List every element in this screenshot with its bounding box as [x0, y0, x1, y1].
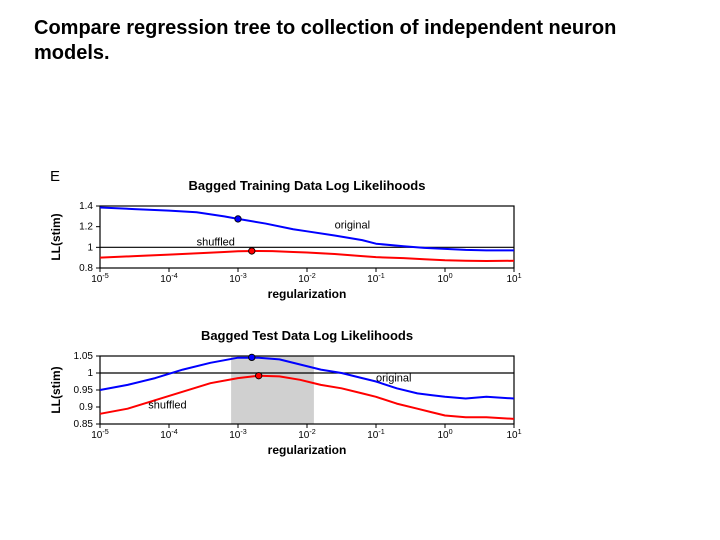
x-axis-label: regularization — [268, 443, 347, 457]
xtick-label: 101 — [506, 271, 521, 286]
chart-title: Bagged Test Data Log Likelihoods — [201, 328, 413, 343]
xtick-label: 100 — [437, 427, 452, 442]
series-annotation: original — [376, 373, 411, 385]
ytick-label: 1.2 — [79, 222, 93, 233]
ytick-label: 1.05 — [74, 351, 94, 362]
xtick-label: 10-1 — [367, 271, 385, 286]
ytick-label: 0.85 — [74, 419, 94, 430]
shaded-region — [231, 356, 314, 424]
xtick-label: 10-5 — [91, 271, 109, 286]
xtick-label: 100 — [437, 271, 452, 286]
xtick-label: 10-4 — [160, 427, 178, 442]
x-axis-label: regularization — [268, 287, 347, 301]
xtick-label: 10-2 — [298, 427, 316, 442]
xtick-label: 101 — [506, 427, 521, 442]
slide-title: Compare regression tree to collection of… — [34, 16, 674, 66]
marker-shuffled — [256, 373, 262, 379]
ytick-label: 0.8 — [79, 263, 93, 274]
y-axis-label: LL(stim) — [49, 213, 63, 260]
xtick-label: 10-5 — [91, 427, 109, 442]
marker-original — [235, 216, 241, 222]
series-shuffled — [100, 251, 514, 261]
marker-original — [249, 354, 255, 360]
series-annotation: shuffled — [148, 400, 186, 412]
series-original — [100, 208, 514, 251]
marker-shuffled — [249, 248, 255, 254]
y-axis-label: LL(stim) — [49, 366, 63, 413]
xtick-label: 10-3 — [229, 271, 247, 286]
series-annotation: original — [335, 220, 370, 232]
ytick-label: 1 — [87, 368, 93, 379]
series-annotation: shuffled — [197, 236, 235, 248]
xtick-label: 10-3 — [229, 427, 247, 442]
ytick-label: 1 — [87, 242, 93, 253]
chart-svg: Bagged Training Data Log Likelihoods0.81… — [44, 168, 544, 512]
charts-container: Bagged Training Data Log Likelihoods0.81… — [44, 168, 544, 517]
ytick-label: 0.95 — [74, 385, 94, 396]
xtick-label: 10-4 — [160, 271, 178, 286]
ytick-label: 1.4 — [79, 201, 93, 212]
chart-title: Bagged Training Data Log Likelihoods — [189, 178, 426, 193]
ytick-label: 0.9 — [79, 402, 93, 413]
xtick-label: 10-2 — [298, 271, 316, 286]
plot-frame — [100, 206, 514, 268]
xtick-label: 10-1 — [367, 427, 385, 442]
